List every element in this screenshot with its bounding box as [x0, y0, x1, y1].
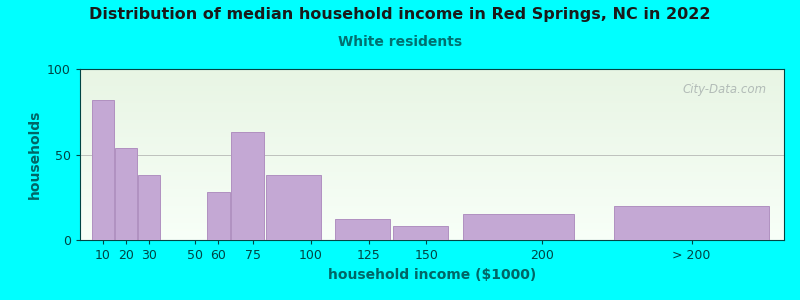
Bar — [266, 175, 322, 240]
Text: Distribution of median household income in Red Springs, NC in 2022: Distribution of median household income … — [90, 8, 710, 22]
Bar — [335, 220, 390, 240]
Bar — [230, 132, 264, 240]
Text: White residents: White residents — [338, 34, 462, 49]
Bar — [393, 226, 448, 240]
Bar — [92, 100, 114, 240]
Bar — [463, 214, 574, 240]
Text: City-Data.com: City-Data.com — [682, 83, 766, 96]
Bar — [614, 206, 770, 240]
Bar — [138, 175, 160, 240]
Y-axis label: households: households — [27, 110, 42, 199]
Bar — [207, 192, 230, 240]
X-axis label: household income ($1000): household income ($1000) — [328, 268, 536, 282]
Bar — [115, 148, 138, 240]
